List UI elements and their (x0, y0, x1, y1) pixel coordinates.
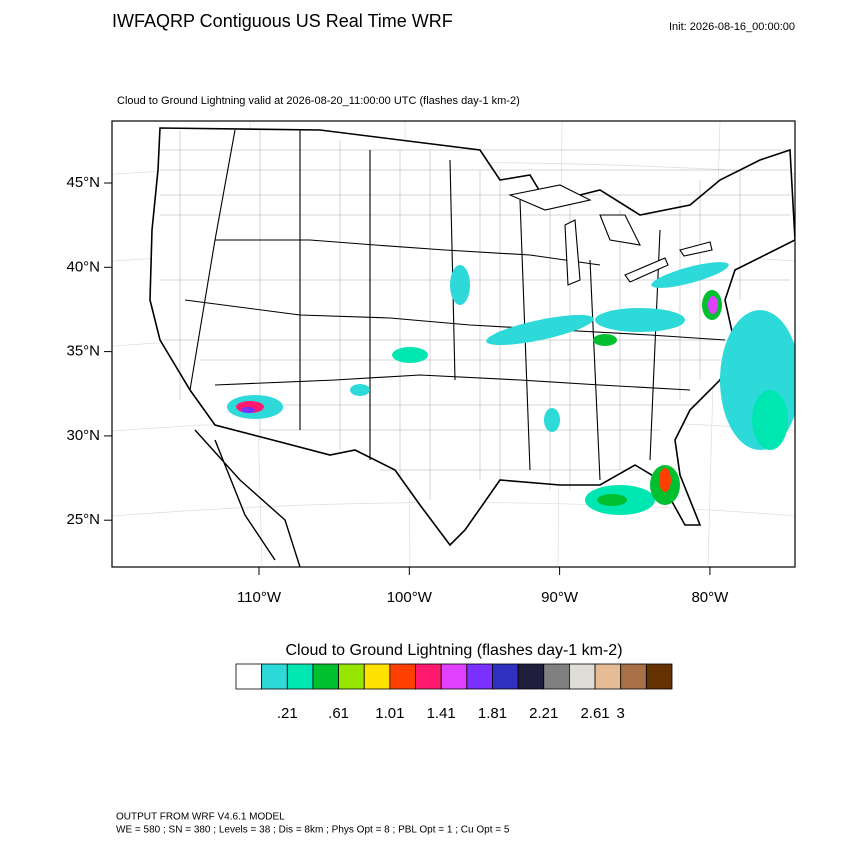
map-content (112, 121, 795, 567)
map-subtitle: Cloud to Ground Lightning valid at 2026-… (117, 95, 520, 107)
title: IWFAQRP Contiguous US Real Time WRF (112, 11, 453, 31)
colorbar: .21 .61 1.01 1.41 1.81 2.21 2.61 3 (235, 663, 673, 722)
colorbar-box (492, 663, 519, 690)
colorbar-label: 1.81 (478, 705, 507, 722)
lat-label: 35°N (66, 343, 100, 360)
colorbar-box (517, 663, 545, 690)
colorbar-box (415, 663, 442, 690)
init-time: Init: 2026-08-16_00:00:00 (669, 21, 795, 33)
footer-line: OUTPUT FROM WRF V4.6.1 MODEL (116, 812, 285, 823)
lon-label: 110°W (237, 589, 282, 606)
colorbar-box (466, 663, 493, 690)
colorbar-box (338, 663, 365, 690)
colorbar-box (389, 663, 416, 690)
lat-labels: 45°N 40°N 35°N 30°N 25°N (66, 174, 112, 528)
lon-label: 80°W (691, 589, 729, 606)
lon-labels: 110°W 100°W 90°W 80°W (237, 567, 729, 606)
lat-label: 40°N (66, 258, 100, 275)
footer-line: WE = 580 ; SN = 380 ; Levels = 38 ; Dis … (116, 825, 510, 836)
colorbar-box (620, 663, 647, 690)
colorbar-label: .61 (328, 705, 349, 722)
county-lines (160, 130, 790, 500)
lon-label: 90°W (541, 589, 579, 606)
lon-label: 100°W (387, 589, 433, 606)
colorbar-box (286, 663, 314, 690)
colorbar-label: 2.21 (529, 705, 558, 722)
map-frame (111, 120, 796, 568)
colorbar-label: .21 (277, 705, 298, 722)
lat-label: 25°N (66, 511, 100, 528)
colorbar-box (543, 663, 570, 690)
mexico-coast (194, 429, 301, 567)
colorbar-box (235, 663, 263, 690)
colorbar-box (645, 663, 673, 690)
colorbar-box (569, 663, 596, 690)
colorbar-label: 1.01 (375, 705, 404, 722)
lightning-field (227, 262, 795, 515)
map: 45°N 40°N 35°N 30°N 25°N 110°W 100°W 90°W 80°W (66, 120, 796, 606)
lat-label: 30°N (66, 427, 100, 444)
colorbar-label: 1.41 (427, 705, 456, 722)
great-lakes (508, 184, 713, 286)
colorbar-label: 3 (617, 705, 625, 722)
colorbar-box (594, 663, 622, 690)
colorbar-box (363, 663, 391, 690)
colorbar-label: 2.61 (580, 705, 609, 722)
colorbar-title: Cloud to Ground Lightning (flashes day-1… (285, 642, 622, 659)
lat-label: 45°N (66, 174, 100, 191)
colorbar-box (312, 663, 339, 690)
colorbar-box (261, 663, 288, 690)
colorbar-box (440, 663, 468, 690)
